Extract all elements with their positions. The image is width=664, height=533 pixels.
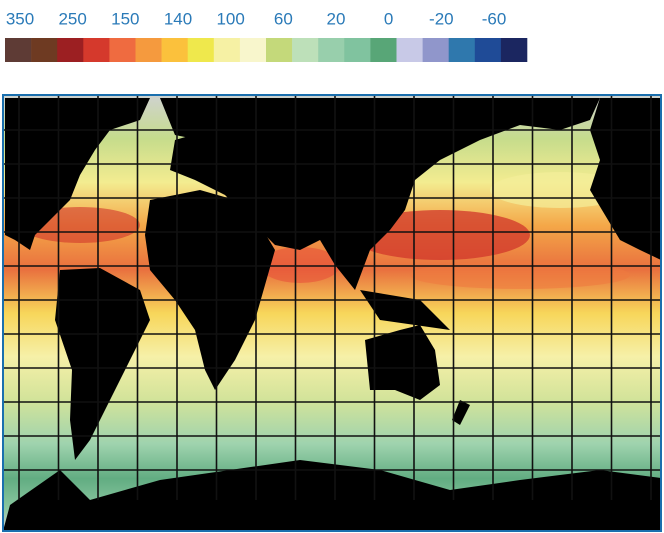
legend-swatch bbox=[31, 38, 58, 62]
graticule bbox=[3, 95, 661, 500]
legend-label: 20 bbox=[327, 9, 346, 28]
map bbox=[2, 94, 662, 532]
legend-swatch bbox=[344, 38, 371, 62]
legend-swatch bbox=[318, 38, 345, 62]
legend-swatch bbox=[239, 38, 267, 62]
legend-label: 150 bbox=[111, 9, 139, 28]
legend-swatch bbox=[474, 38, 502, 62]
legend-swatch bbox=[396, 38, 423, 62]
legend-swatch bbox=[135, 38, 162, 62]
legend-label: 100 bbox=[216, 9, 244, 28]
legend-swatch bbox=[57, 38, 84, 62]
legend-label: -20 bbox=[429, 9, 454, 28]
legend-swatch bbox=[161, 38, 188, 62]
legend-swatch bbox=[187, 38, 215, 62]
legend-label: 250 bbox=[58, 9, 86, 28]
legend-label: 350 bbox=[6, 9, 34, 28]
legend-swatch bbox=[422, 38, 449, 62]
warm-region bbox=[410, 261, 630, 289]
legend-swatch bbox=[292, 38, 319, 62]
legend-swatch bbox=[5, 38, 32, 62]
legend-swatch bbox=[370, 38, 397, 62]
legend-label: 140 bbox=[164, 9, 192, 28]
legend-label: -60 bbox=[482, 9, 507, 28]
legend-swatch bbox=[266, 38, 293, 62]
legend: 350 250 150 140 100 60 20 0 -20 -60 bbox=[5, 9, 528, 62]
legend-swatch bbox=[500, 38, 528, 62]
legend-label: 0 bbox=[384, 9, 393, 28]
legend-swatch bbox=[109, 38, 136, 62]
legend-label: 60 bbox=[274, 9, 293, 28]
legend-swatch bbox=[213, 38, 241, 62]
legend-swatch bbox=[83, 38, 110, 62]
map-frame bbox=[2, 94, 662, 532]
warm-region bbox=[260, 247, 340, 283]
legend-swatch bbox=[448, 38, 476, 62]
